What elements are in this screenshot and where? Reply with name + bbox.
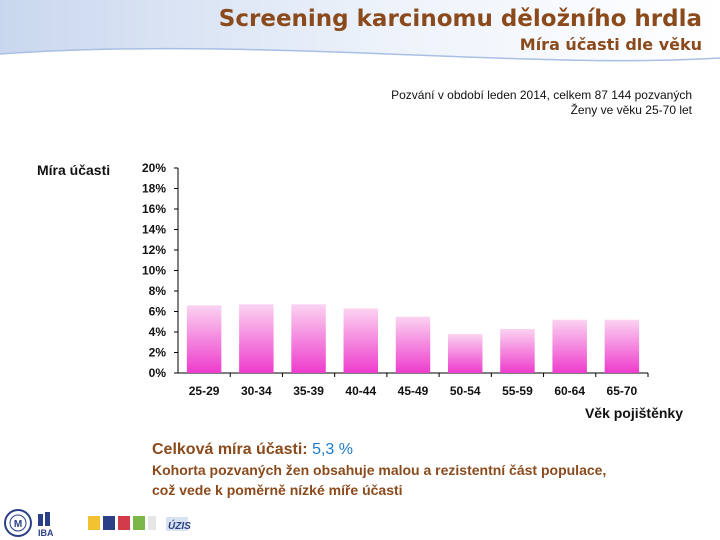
x-tick-label: 65-70 [607,384,638,398]
y-axis-label: Míra účasti [37,162,110,178]
y-tick-label: 8% [149,284,167,298]
x-tick-label: 60-64 [554,384,585,398]
y-tick-label: 10% [142,264,166,278]
page-subtitle: Míra účasti dle věku [519,35,702,54]
header-band [0,0,720,62]
bar-50-54 [447,334,483,373]
y-tick-label: 18% [142,182,166,196]
iba-logo: IBA [38,512,54,538]
x-tick-label: 40-44 [345,384,376,398]
bar-45-49 [395,316,431,373]
mzcr-logo [88,516,156,530]
overall-participation-value: 5,3 % [312,441,353,458]
bar-65-70 [604,319,640,373]
overall-participation-label: Celková míra účasti: [152,441,308,458]
x-tick-label: 55-59 [502,384,533,398]
bar-35-39 [291,304,326,373]
footer-logos: M IBA ÚZIS [4,509,191,538]
muni-seal-logo: M [4,509,32,537]
bar-60-64 [552,319,587,373]
y-tick-label: 4% [149,325,167,339]
x-tick-label: 50-54 [450,384,481,398]
y-tick-label: 6% [149,305,167,319]
y-tick-label: 16% [142,202,166,216]
bar-30-34 [239,304,274,373]
participation-bar-chart: Míra účasti Věk pojištěnky 0% 2% 4% 6% 8% 10%… [37,161,683,421]
y-tick-label: 14% [142,223,166,237]
bar-25-29 [186,305,222,373]
uzis-logo-text: ÚZIS [168,519,191,532]
y-tick-label: 2% [149,346,167,360]
x-tick-label: 45-49 [398,384,429,398]
y-tick-label: 12% [142,243,166,257]
uzis-logo: ÚZIS [166,517,191,532]
x-tick-label: 25-29 [189,384,220,398]
y-tick-label: 0% [149,366,167,380]
cohort-note-line2: což vede k poměrně nízké míře účasti [152,482,403,498]
invitation-note: Pozvání v období leden 2014, celkem 87 1… [391,88,692,102]
bar-55-59 [500,328,535,373]
cohort-note-line1: Kohorta pozvaných žen obsahuje malou a r… [152,462,607,478]
x-axis-label: Věk pojištěnky [585,405,683,421]
x-tick-label: 30-34 [241,384,272,398]
age-range-note: Ženy ve věku 25-70 let [570,103,692,117]
bar-40-44 [343,308,379,373]
y-tick-label: 20% [142,161,166,175]
svg-text:M: M [14,519,22,530]
iba-logo-text: IBA [38,528,54,538]
x-tick-label: 35-39 [293,384,324,398]
page-title: Screening karcinomu děložního hrdla [218,6,702,32]
overall-participation: Celková míra účasti: 5,3 % [152,441,353,459]
